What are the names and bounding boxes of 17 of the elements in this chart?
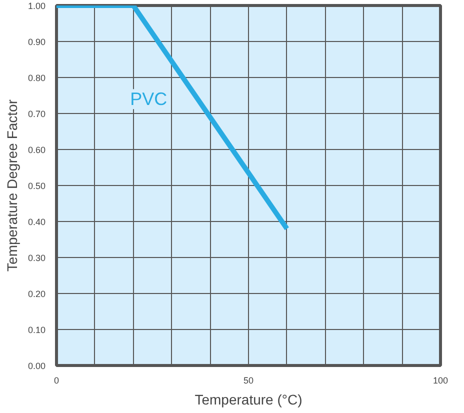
- y-tick-label: 0.10: [28, 325, 46, 335]
- x-tick-label: 100: [432, 376, 448, 386]
- y-tick-label: 0.50: [28, 181, 46, 191]
- y-tick-label: 0.40: [28, 217, 46, 227]
- y-tick-label: 0.60: [28, 145, 46, 155]
- x-axis-title: Temperature (°C): [194, 392, 302, 408]
- y-tick-label: 0.30: [28, 253, 46, 263]
- y-tick-label: 1.00: [28, 1, 46, 11]
- x-tick-label: 50: [243, 376, 254, 386]
- x-tick-label: 0: [54, 376, 60, 386]
- y-tick-label: 0.70: [28, 109, 46, 119]
- y-tick-label: 0.20: [28, 289, 46, 299]
- y-axis-title: Temperature Degree Factor: [4, 99, 20, 272]
- y-tick-label: 0.80: [28, 73, 46, 83]
- series-label: PVC: [130, 89, 168, 110]
- y-tick-label: 0.00: [28, 361, 46, 371]
- y-tick-label: 0.90: [28, 37, 46, 47]
